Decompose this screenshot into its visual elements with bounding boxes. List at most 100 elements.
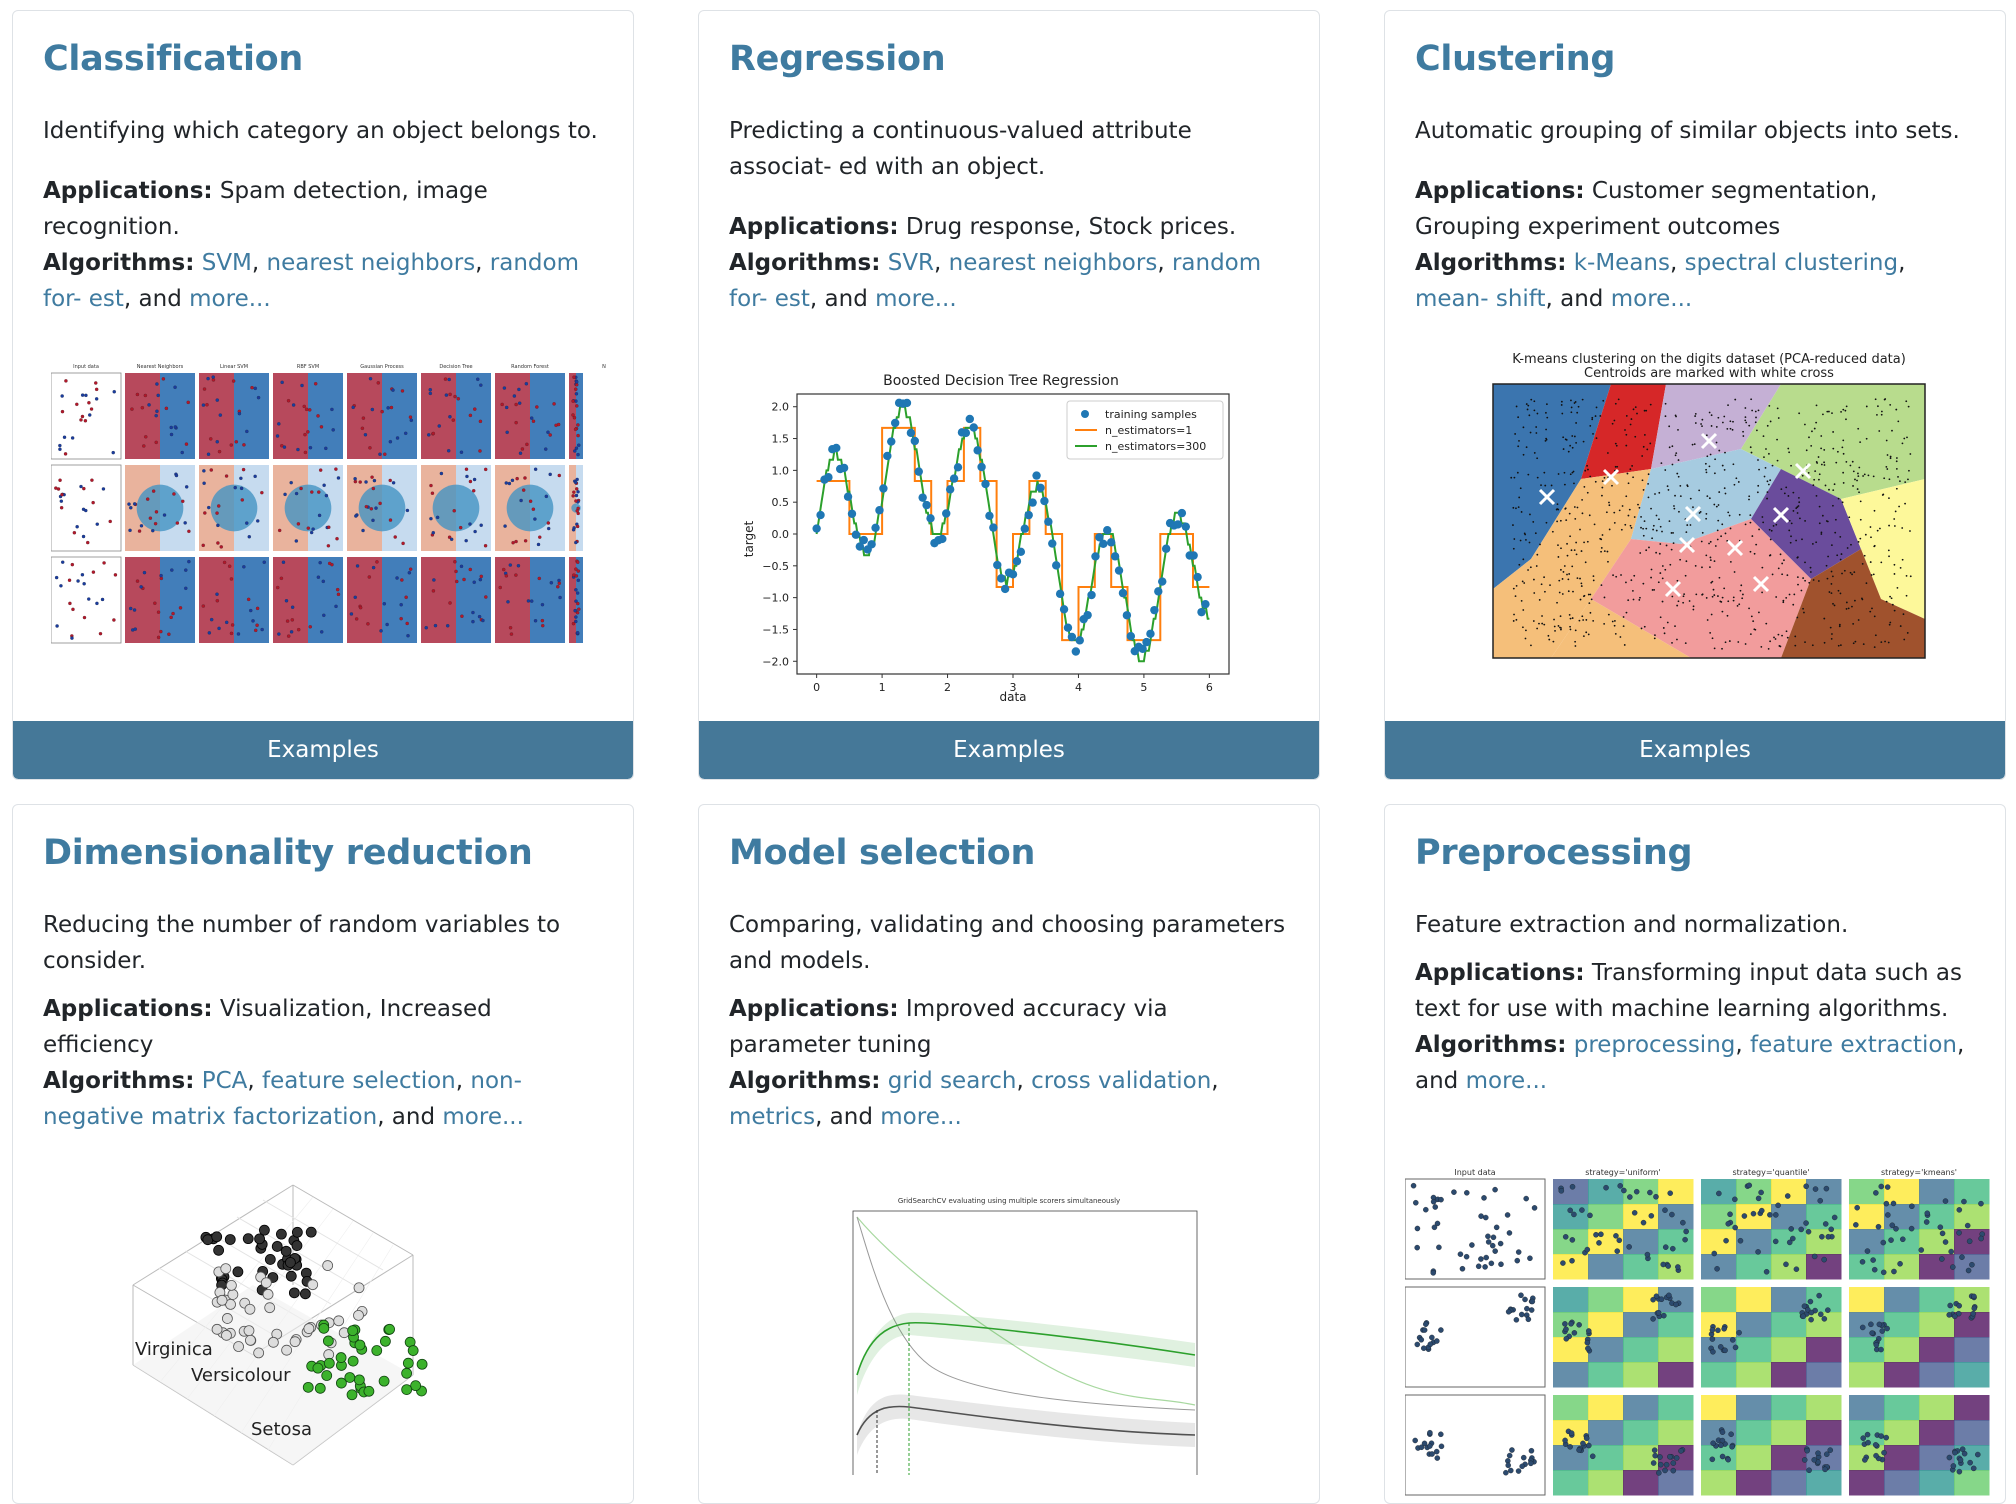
algo-link-cross-validation[interactable]: cross validation [1031, 1068, 1212, 1094]
training-sample-point [1118, 588, 1128, 598]
algo-link-nearest-neighbors[interactable]: nearest neighbors [948, 250, 1158, 276]
examples-button[interactable]: Examples [13, 721, 633, 779]
kbins-thumbnail [1553, 1179, 1694, 1280]
algo-link-feature-extraction[interactable]: feature extraction [1750, 1032, 1957, 1058]
setosa-point [402, 1357, 414, 1369]
algo-link-svm[interactable]: SVM [201, 250, 252, 276]
card-applications: Applications: Spam detection, image reco… [43, 178, 580, 312]
setosa-point [302, 1381, 314, 1393]
algo-link-feature-selection[interactable]: feature selection [262, 1068, 456, 1094]
kbins-column-title: strategy='quantile' [1732, 1168, 1809, 1177]
training-sample-point [1040, 496, 1049, 506]
versicolour-point [260, 1277, 272, 1289]
training-sample-point [1059, 605, 1069, 614]
x-tick-label: 6 [1206, 681, 1213, 694]
algo-link-svr[interactable]: SVR [887, 250, 935, 276]
centroid-marker [1772, 506, 1790, 524]
kbins-column-title: Input data [1454, 1168, 1495, 1177]
training-sample-point [1193, 572, 1202, 582]
algo-link-metrics[interactable]: metrics [729, 1104, 816, 1130]
training-sample-point [1201, 599, 1210, 609]
setosa-point [346, 1389, 358, 1401]
card-title: Regression [729, 39, 946, 79]
training-sample-point [918, 493, 927, 502]
examples-button[interactable]: Examples [699, 721, 1319, 779]
classifier-thumbnail [273, 557, 343, 643]
more-link[interactable]: more... [189, 286, 271, 312]
more-link[interactable]: more... [875, 286, 957, 312]
classifier-thumbnail [421, 557, 491, 643]
training-sample-point [1067, 632, 1077, 642]
card-applications: Applications: Customer segmentation, Gro… [1415, 178, 1906, 312]
versicolour-point [233, 1341, 244, 1352]
setosa-point [401, 1367, 413, 1379]
classifier-thumbnail [569, 373, 583, 459]
label-virginica: Virginica [135, 1339, 213, 1360]
more-link[interactable]: more... [1465, 1068, 1548, 1094]
label-versicolour: Versicolour [191, 1365, 291, 1386]
kbins-thumbnail [1701, 1395, 1842, 1496]
setosa-point [353, 1374, 365, 1386]
label-setosa: Setosa [251, 1419, 312, 1440]
classifier-thumbnail [199, 557, 269, 643]
centroid-marker [1678, 536, 1696, 554]
algo-link-random-forest[interactable]: random for- est [43, 250, 580, 312]
algo-link-preprocessing[interactable]: preprocessing [1573, 1032, 1736, 1058]
y-tick-label: 0.5 [772, 496, 790, 509]
versicolour-point [264, 1302, 276, 1314]
training-sample-point [1028, 498, 1037, 507]
more-link[interactable]: more... [880, 1104, 962, 1130]
algo-link-mean-shift[interactable]: mean- shift [1415, 286, 1546, 312]
classifier-thumbnail [495, 557, 565, 643]
algo-link-k-means[interactable]: k-Means [1573, 250, 1670, 276]
setosa-point [401, 1384, 413, 1396]
versicolour-point [281, 1344, 293, 1356]
training-sample-point [1161, 544, 1171, 553]
card-description: Feature extraction and normalization. [1415, 912, 1849, 938]
training-sample-point [839, 463, 849, 473]
training-sample-point [871, 523, 880, 532]
classifier-column-title: Input data [73, 364, 99, 370]
card-title: Clustering [1415, 39, 1616, 79]
x-tick-label: 0 [813, 681, 820, 694]
training-sample-point [843, 492, 853, 501]
setosa-point [323, 1357, 335, 1369]
more-link[interactable]: more... [1610, 286, 1693, 312]
algo-link-spectral-clustering[interactable]: spectral clustering [1684, 250, 1899, 276]
classifier-column-title: Decision Tree [439, 364, 472, 370]
cluster-region [1781, 549, 1925, 658]
cluster-region [1651, 384, 1781, 469]
setosa-point [380, 1335, 391, 1347]
virginica-point [213, 1244, 225, 1256]
classifier-thumbnail [125, 557, 195, 643]
setosa-point [347, 1355, 359, 1367]
training-sample-point [906, 428, 916, 438]
x-tick-label: 5 [1140, 681, 1147, 694]
versicolour-point [289, 1336, 301, 1348]
versicolour-point [244, 1303, 256, 1315]
training-sample-point [851, 530, 861, 539]
examples-button[interactable]: Examples [1385, 721, 2005, 779]
algo-link-grid-search[interactable]: grid search [887, 1068, 1017, 1094]
training-sample-point [890, 418, 900, 428]
virginica-point [285, 1270, 297, 1282]
setosa-point [344, 1372, 356, 1383]
classifier-thumbnail [421, 465, 491, 551]
algo-link-random-forest[interactable]: random for- est [729, 250, 1262, 312]
algo-link-pca[interactable]: PCA [201, 1068, 248, 1094]
x-tick-label: 1 [879, 681, 886, 694]
algo-link-nearest-neighbors[interactable]: nearest neighbors [266, 250, 476, 276]
versicolour-point [227, 1289, 239, 1300]
kbins-thumbnail [1849, 1179, 1990, 1280]
algo-link-nmf[interactable]: non-negative matrix factorization [43, 1068, 522, 1130]
virginica-point [271, 1241, 283, 1252]
training-sample-point [1122, 611, 1132, 620]
training-sample-point [824, 473, 833, 482]
kbins-thumbnail [1405, 1286, 1546, 1388]
training-sample-point [1142, 637, 1151, 647]
more-link[interactable]: more... [442, 1104, 524, 1130]
card-title: Classification [43, 39, 304, 79]
classifier-thumbnail [569, 557, 583, 643]
versicolour-point [307, 1279, 319, 1291]
card-description: Reducing the number of random variables … [43, 912, 561, 974]
